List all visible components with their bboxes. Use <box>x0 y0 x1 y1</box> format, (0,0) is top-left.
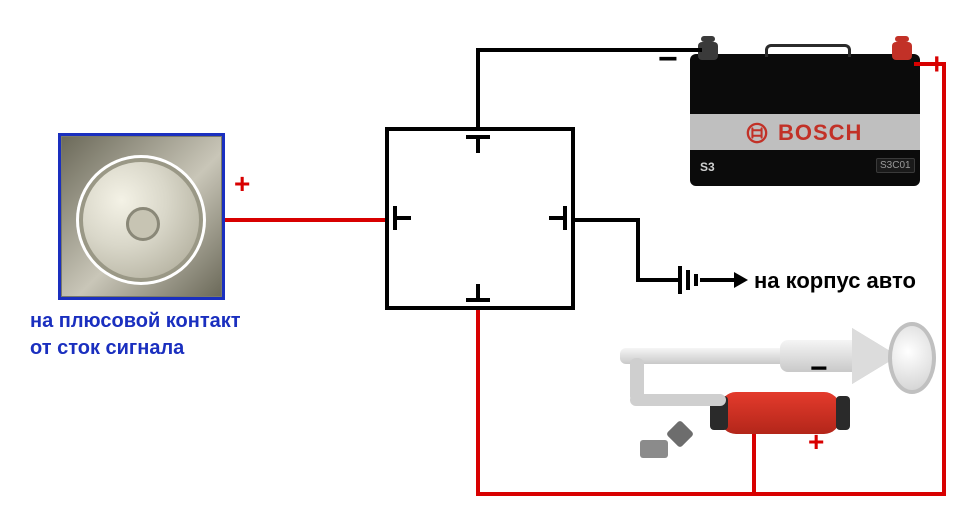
horn-photo-frame <box>58 133 225 300</box>
ground-arrow-line <box>700 278 736 282</box>
horn-center <box>126 207 160 241</box>
wire-bat-neg-stub <box>698 48 702 52</box>
fasteners <box>640 440 668 458</box>
bosch-logo-icon <box>746 122 768 144</box>
battery-post-positive <box>892 42 912 60</box>
wire-bat-pos-stub <box>914 62 946 66</box>
wire-relay-top-to-bat-neg-v <box>476 48 480 128</box>
compressor-cap-r <box>836 396 850 430</box>
relay-pin-right-stem <box>549 216 567 220</box>
horn-photo <box>61 136 222 297</box>
horn-elbow-2 <box>630 394 726 406</box>
wire-bat-pos-h <box>476 492 946 496</box>
wire-horn-to-relay <box>225 218 385 222</box>
battery-code: S3C01 <box>876 158 915 173</box>
relay-pin-left-stem <box>393 216 411 220</box>
relay-pin-top-stem <box>476 135 480 153</box>
wire-relay-right-to-gnd-h <box>575 218 639 222</box>
battery-series: S3 <box>700 160 715 174</box>
trumpet-bell-ring <box>888 322 936 394</box>
battery-brand-wrap: BOSCH <box>746 120 862 146</box>
bat-minus-sign: − <box>658 40 678 79</box>
ground-caption: на корпус авто <box>754 266 916 296</box>
airhorn-plus-sign: + <box>808 426 824 458</box>
horn-caption: на плюсовой контакт от сток сигнала <box>30 308 241 362</box>
mount-bracket <box>666 420 694 448</box>
diagram-stage: + на плюсовой контакт от сток сигнала BO… <box>0 0 960 519</box>
wire-relay-right-to-gnd-v <box>636 218 640 282</box>
relay-box <box>385 127 575 310</box>
wire-bat-pos-v <box>942 62 946 496</box>
ground-arrow-head <box>734 272 748 288</box>
battery-handle <box>765 44 851 57</box>
battery-brand: BOSCH <box>778 120 862 146</box>
air-horn <box>600 330 920 460</box>
airhorn-minus-sign: − <box>810 352 828 386</box>
horn-plus-sign: + <box>234 168 250 200</box>
battery: BOSCH S3 S3C01 <box>690 36 920 186</box>
relay-pin-bottom-stem <box>476 284 480 302</box>
wire-relay-bottom-v <box>476 310 480 496</box>
